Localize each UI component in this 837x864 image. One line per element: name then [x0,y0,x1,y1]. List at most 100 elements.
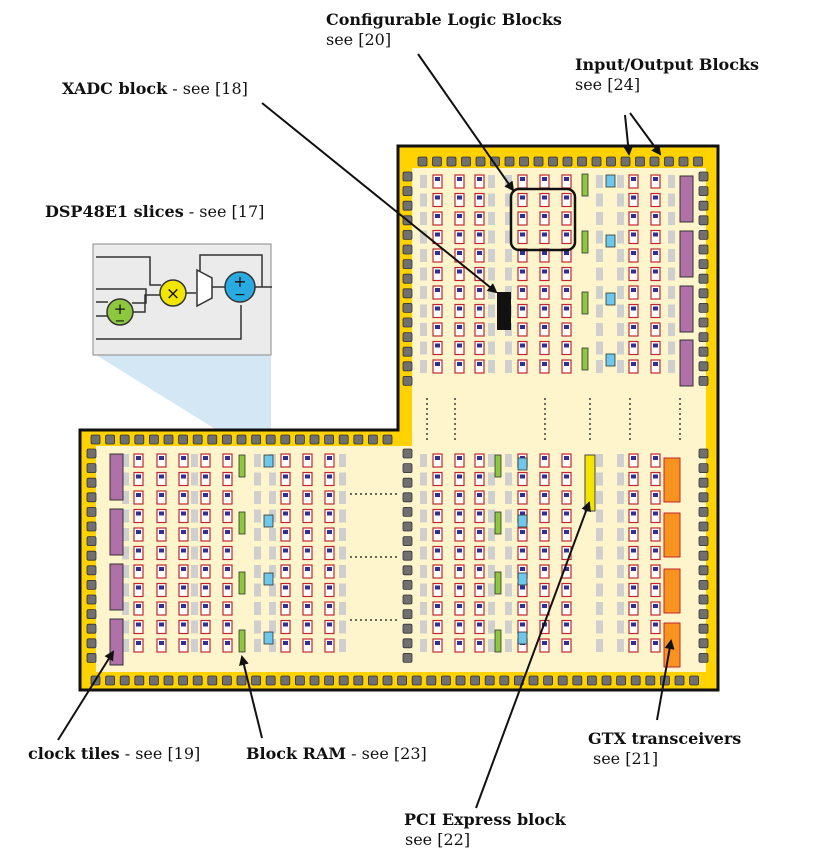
routing-strip [488,304,495,318]
routing-strip [339,491,346,504]
clb-tile [474,471,485,487]
io-pad [148,434,159,445]
clb-tile [561,582,572,598]
label-clock-ref: see [19] [135,744,201,763]
clb-slice [631,325,636,329]
clb-slice [457,493,462,497]
bram-block [494,571,502,595]
routing-strip [488,509,495,523]
clb-tile [324,619,335,635]
routing-strip [668,323,675,336]
clb-tile [156,601,167,616]
clb-tiles [133,174,661,653]
io-pad [294,434,305,445]
clb-tile [474,564,485,579]
clb-slice [283,567,288,571]
clb-tile [517,211,528,226]
clb-tile [628,582,639,598]
clb-tile [200,545,211,561]
chip-fabric [96,168,706,672]
label-clock: clock tiles - see [19] [28,744,200,764]
clb-slice [305,493,310,497]
io-pad [543,675,553,686]
routing-strip [122,602,129,615]
clb-tile [517,471,528,487]
io-pad [251,675,262,686]
io-pad [698,332,709,343]
routing-strip [505,528,512,541]
clb-tile [474,322,485,337]
clb-slice [520,604,525,608]
io-pad [402,332,413,343]
io-pad [309,434,320,445]
io-pad [86,580,97,590]
clb-tile [650,471,661,487]
clb-slice [520,269,525,274]
io-pad [207,434,218,445]
routing-strip [505,454,512,467]
clb-slice [542,214,547,218]
block-ram-columns [238,173,589,653]
routing-strip [488,620,495,634]
io-pad [475,156,486,167]
io-pad [630,675,641,686]
clb-tile [280,453,291,468]
routing-strip [668,230,675,244]
clb-tile [454,619,465,635]
clb-slice [305,548,310,553]
routing-strip [420,491,427,504]
routing-strip [596,454,603,467]
clb-tile [539,303,550,319]
routing-strip [617,528,624,541]
io-pad [86,623,97,634]
label-xadc: XADC block - see [18] [62,79,248,99]
dsp-block [605,174,616,188]
io-pad [698,259,709,270]
clb-slice [305,585,310,590]
clb-slice [477,474,482,479]
io-pad [417,156,428,167]
label-gtx-ref: see [21] [593,749,659,768]
clb-tile [539,564,550,579]
routing-strip [122,583,129,597]
routing-strip [488,454,495,467]
bram-block [238,454,246,478]
clb-tile [432,638,443,653]
clb-tile [200,619,211,635]
clb-slice [631,269,636,274]
io-pad [367,434,378,445]
clb-slice [564,269,569,274]
clb-slice [520,232,525,237]
routing-strip [488,639,495,652]
clb-slice [631,567,636,571]
clb-slice [520,493,525,497]
io-pad [134,675,145,686]
clb-slice [203,493,208,497]
io-pad [402,200,413,211]
routing-strip [191,602,198,615]
fabric-gap-band [412,392,706,446]
clb-slice [435,269,440,274]
label-pcie-ref: see [22] [405,830,471,849]
arrow-gtx [656,639,675,721]
label-io-title: Input/Output Blocks [575,55,760,74]
routing-strip [254,546,261,560]
clb-slice [542,343,547,348]
clb-slice [283,548,288,553]
io-pad [698,448,709,459]
io-pad [698,244,709,255]
routing-strip [596,267,603,281]
routing-strip [617,230,624,244]
clb-tile [650,619,661,635]
routing-strip [596,360,603,373]
io-pad [649,156,660,167]
routing-strip [420,193,427,207]
label-dsp: DSP48E1 slices - see [17] [45,202,264,222]
clb-slice [136,641,141,645]
clb-slice [457,530,462,534]
routing-strip [505,602,512,615]
clb-slice [457,474,462,479]
clb-slice [564,493,569,497]
clb-slice [225,456,230,460]
bram-block [494,454,502,478]
